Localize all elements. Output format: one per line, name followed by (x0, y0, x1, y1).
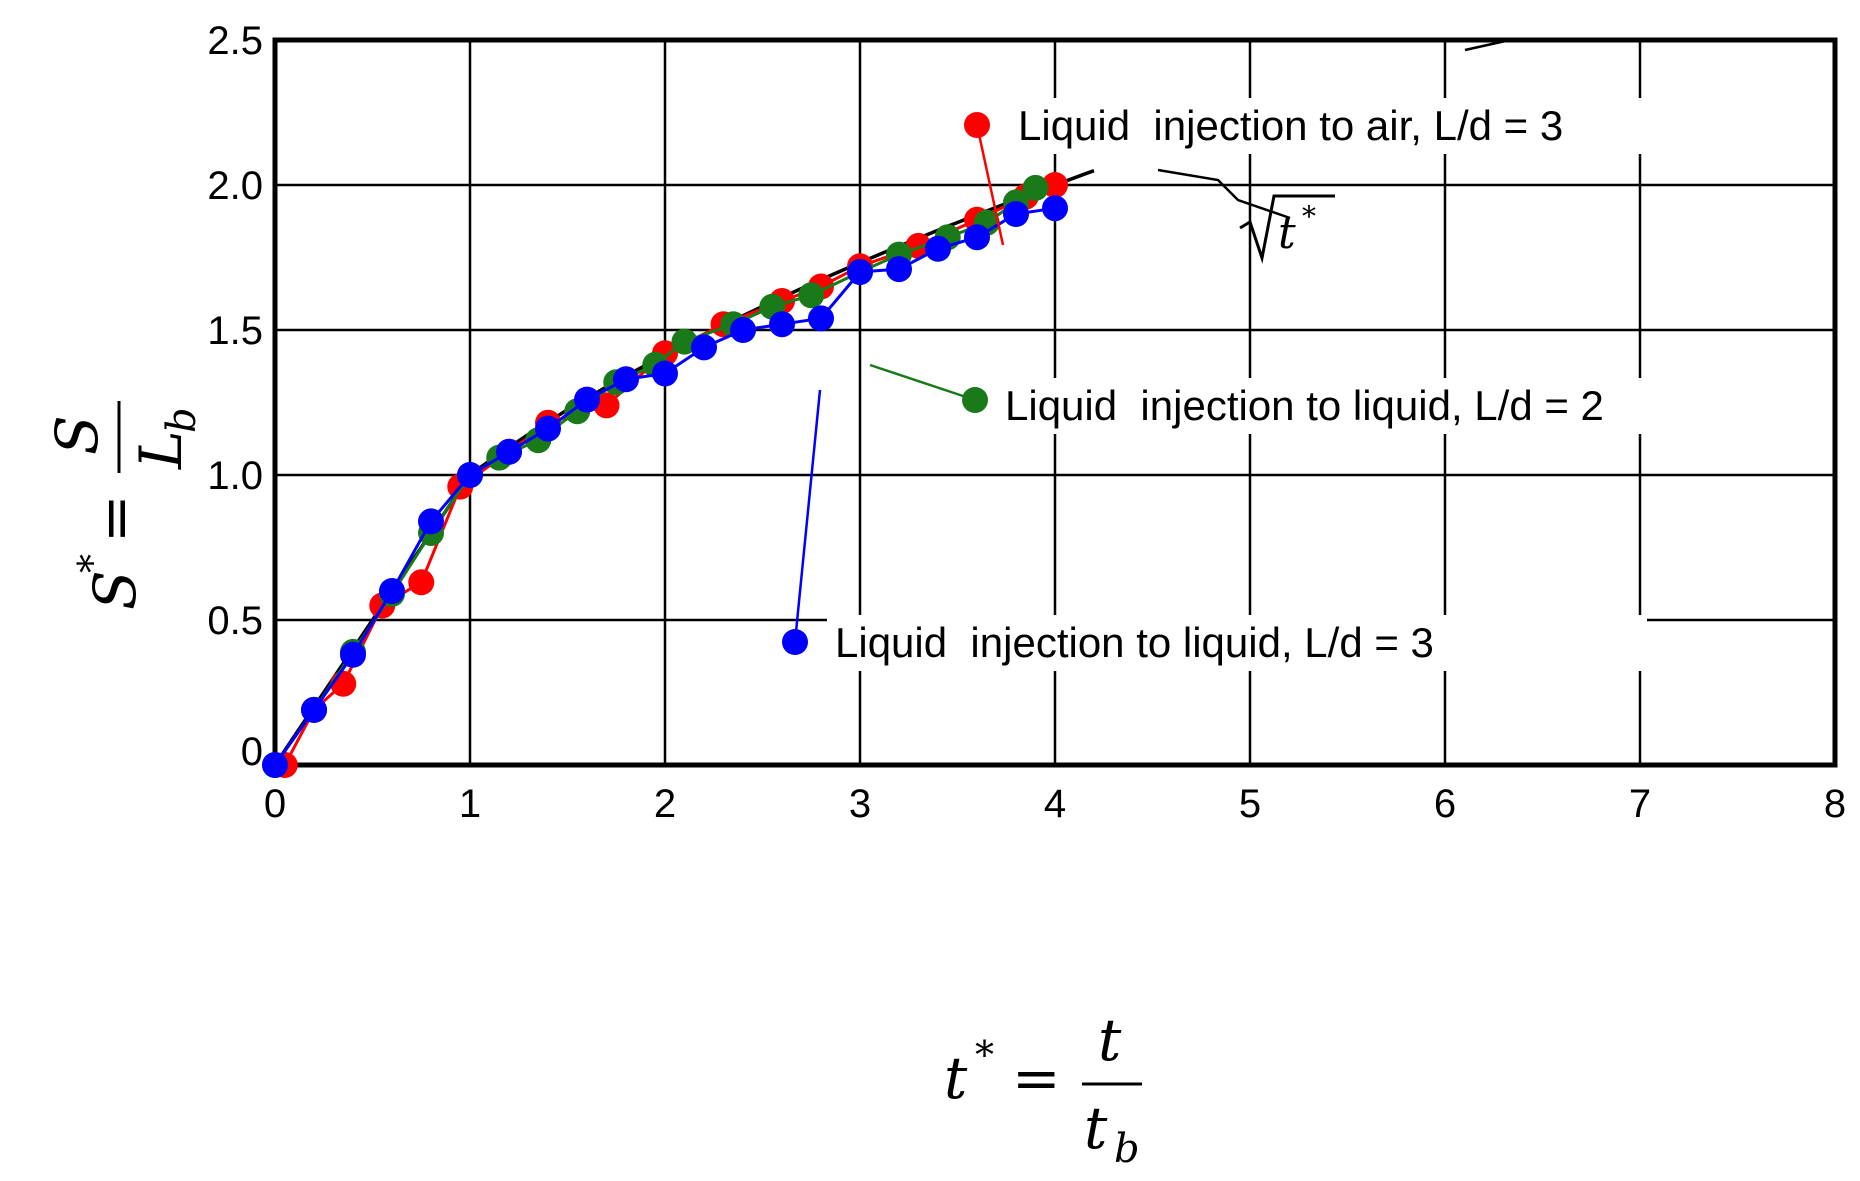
x-tick-labels: 0 1 2 3 4 5 6 7 8 (264, 782, 1846, 826)
data-point (691, 334, 717, 361)
x-label-numerator: t (1098, 1006, 1122, 1074)
y-tick-labels: 0 0.5 1.0 1.5 2.0 2.5 (207, 19, 263, 774)
x-label-sup: * (975, 1033, 994, 1077)
x-tick-label: 3 (849, 782, 871, 826)
data-point (340, 641, 366, 668)
sqrt-label-t: t (1278, 208, 1296, 259)
data-point (964, 224, 990, 251)
data-point (671, 328, 698, 355)
data-point (798, 282, 825, 309)
legend: Liquid injection to air, L/d = 3 Liquid i… (782, 98, 1830, 671)
data-point (730, 317, 756, 343)
data-point (1022, 174, 1049, 201)
legend-entry-2: Liquid injection to liquid, L/d = 3 (782, 389, 1647, 671)
data-point (1042, 172, 1068, 198)
y-tick-label: 1.0 (207, 454, 263, 498)
series-2 (262, 195, 1068, 778)
x-label-lhs: t (944, 1044, 968, 1112)
legend-label: Liquid injection to air, L/d = 3 (1018, 102, 1563, 149)
data-point (379, 578, 405, 604)
data-point (652, 360, 678, 387)
data-point (262, 752, 288, 778)
data-point (808, 305, 834, 332)
legend-marker (782, 629, 808, 655)
x-label-eq: = (1012, 1044, 1061, 1112)
y-tick-label: 0.5 (207, 599, 263, 643)
legend-leader-line (793, 389, 822, 643)
y-axis-label: S * = S L b (43, 401, 205, 610)
y-tick-label: 2.0 (207, 164, 263, 208)
legend-label: Liquid injection to liquid, L/d = 2 (1005, 382, 1604, 429)
x-label-denominator: t (1084, 1094, 1108, 1162)
legend-label-bg (1010, 98, 1830, 154)
y-label-eq: = (81, 494, 149, 543)
legend-entry-0: Liquid injection to air, L/d = 3 (964, 98, 1830, 246)
series-layer (262, 172, 1068, 778)
y-label-lhs: S (81, 570, 149, 610)
sqrt-radical-sign (1239, 194, 1335, 264)
data-point (418, 508, 444, 535)
plot-frame (272, 37, 1838, 768)
x-tick-label: 5 (1239, 782, 1261, 826)
x-tick-label: 4 (1044, 782, 1066, 826)
data-point (574, 386, 600, 413)
legend-label: Liquid injection to liquid, L/d = 3 (835, 619, 1434, 666)
data-point (613, 366, 639, 393)
legend-marker (962, 387, 988, 413)
legend-entry-1: Liquid injection to liquid, L/d = 2 (869, 363, 1817, 434)
data-point (769, 311, 795, 338)
data-point (535, 415, 561, 442)
x-tick-label: 6 (1434, 782, 1456, 826)
data-point (1042, 195, 1068, 222)
top-curve-fragment (1464, 38, 1511, 52)
data-point (905, 232, 932, 259)
data-point (496, 438, 522, 465)
legend-label-bg (827, 615, 1647, 671)
data-point (886, 256, 912, 283)
data-point (301, 696, 327, 723)
x-tick-label: 8 (1824, 782, 1846, 826)
data-point (847, 259, 873, 285)
data-point (457, 462, 483, 488)
legend-leader-line (975, 124, 1005, 246)
y-label-numerator: S (43, 415, 111, 455)
x-tick-label: 2 (654, 782, 676, 826)
x-tick-label: 7 (1629, 782, 1651, 826)
y-label-denominator: L (127, 430, 195, 470)
legend-label-bg (997, 378, 1817, 434)
sqrt-label-sup: * (1302, 200, 1316, 233)
legend-marker (964, 112, 990, 138)
data-point (925, 235, 951, 262)
y-tick-label: 2.5 (207, 19, 263, 63)
data-point (1003, 201, 1029, 227)
y-tick-label: 1.5 (207, 309, 263, 353)
y-label-sup: * (70, 554, 114, 573)
legend-leader-line (869, 363, 976, 402)
y-label-denominator-sub: b (159, 407, 205, 433)
x-tick-label: 0 (264, 782, 286, 826)
data-point (408, 569, 435, 596)
y-tick-label: 0 (241, 730, 263, 774)
x-axis-label: t * = t t b (944, 1006, 1142, 1172)
data-point (593, 392, 620, 419)
x-label-denominator-sub: b (1114, 1126, 1140, 1172)
sqrt-label-leader (1157, 168, 1291, 220)
x-tick-label: 1 (459, 782, 481, 826)
